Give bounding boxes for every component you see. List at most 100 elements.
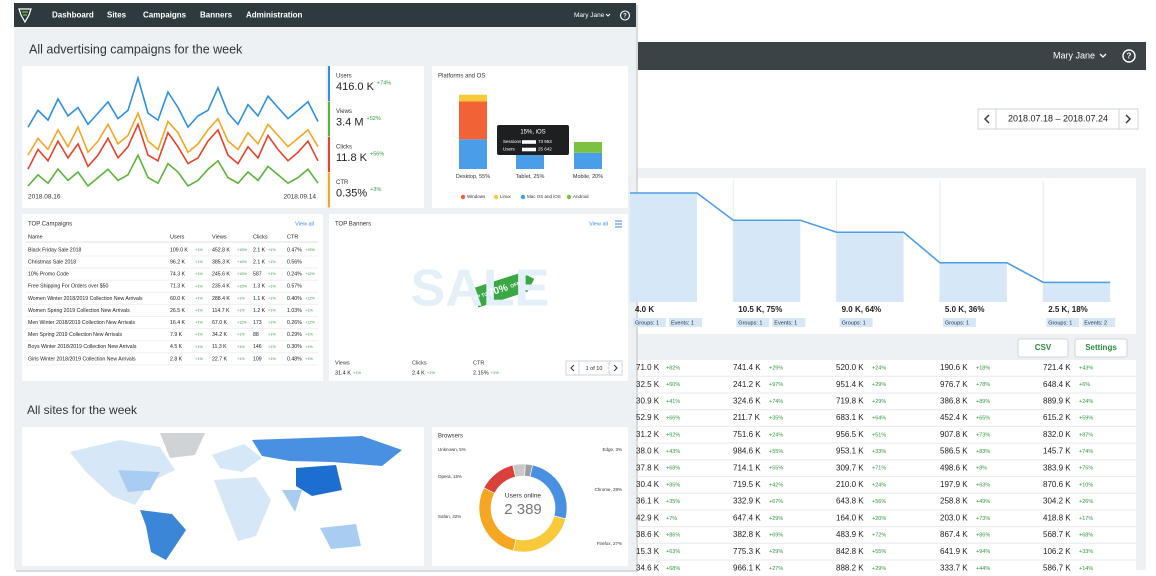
cell-change: +55% (769, 466, 783, 472)
cell-value: 418.8 K (1043, 513, 1071, 522)
donut-label: Safari, 32% (438, 514, 461, 519)
cell-change: +89% (976, 399, 990, 405)
pager[interactable] (565, 360, 623, 376)
view-all[interactable]: View all (589, 221, 608, 227)
campaign-name[interactable]: Women Winter 2018/2019 Collection New Ar… (28, 296, 143, 302)
funnel-bar (733, 220, 801, 302)
cell-change: +12% (305, 321, 315, 325)
legend-label: Android (573, 194, 589, 199)
nav-item[interactable]: Sites (107, 11, 127, 20)
csv-label[interactable]: CSV (1035, 343, 1052, 352)
user-name: Mary Jane (1053, 50, 1095, 60)
next-arrow[interactable] (1125, 114, 1131, 124)
settings-label[interactable]: Settings (1085, 343, 1117, 352)
cell-value: 245.6 K (212, 272, 230, 278)
stats-card (328, 66, 424, 208)
center-label: Users online (505, 493, 542, 500)
campaign-name[interactable]: Boys Winter 2018/2019 Collection New Arr… (28, 344, 137, 350)
series-line (27, 153, 319, 188)
cell-change: +68% (1079, 532, 1093, 538)
help-icon[interactable] (619, 10, 631, 21)
campaign-name[interactable]: Free Shipping For Orders over $50 (28, 284, 109, 290)
cell-value: 173 (253, 320, 262, 326)
cell-change: +1% (237, 357, 245, 361)
cell-change: +1% (195, 248, 203, 252)
tag-badge (736, 318, 770, 327)
cell-value: 382.8 K (733, 530, 761, 539)
campaign-name[interactable]: Women Spring 2019 Collection New Arrival… (28, 308, 130, 314)
cell-change: +67% (769, 499, 783, 505)
cell-value: 842.8 K (836, 547, 864, 556)
cell-change: +1% (268, 309, 276, 313)
settings-button[interactable] (1074, 338, 1128, 358)
cell-change: +29% (769, 516, 783, 522)
funnel-tag: Events: 1 (671, 320, 694, 326)
cell-change: +1% (268, 260, 276, 264)
campaign-name[interactable]: Men Spring 2019 Collection New Arrivals (28, 332, 122, 338)
cell-value: 385.3 K (212, 259, 230, 265)
column-header: Name (28, 234, 43, 240)
cell-value: 324.6 K (733, 397, 761, 406)
cell-value: 288.4 K (212, 296, 230, 302)
legend-label: Windows (467, 194, 486, 199)
nav-item[interactable]: Administration (246, 11, 303, 20)
cell-value: 0.57% (287, 284, 302, 290)
prev-arrow[interactable] (984, 114, 990, 124)
cell-change: +66% (666, 416, 680, 422)
region (160, 433, 205, 458)
nav-item[interactable]: Dashboard (52, 11, 94, 20)
cell-change: +49% (976, 499, 990, 505)
region (282, 490, 302, 512)
date-picker[interactable] (977, 108, 1139, 130)
front-header (14, 3, 636, 27)
table-card (632, 360, 1136, 570)
cell-value: 0.56% (287, 259, 302, 265)
cell-change: +20% (872, 516, 886, 522)
logo[interactable] (18, 8, 32, 24)
cell-value: 38.6 K (636, 530, 660, 539)
nav-item[interactable]: Banners (200, 11, 233, 20)
center-value: 2 389 (504, 501, 542, 518)
pager-prev[interactable] (570, 364, 575, 372)
cell-value: 332.9 K (733, 497, 761, 506)
funnel-bar (630, 193, 697, 302)
cell-change: +1% (305, 345, 313, 349)
campaign-name[interactable]: Christmas Sale 2018 (28, 259, 76, 265)
legend-label: Mac OS and iOS (527, 194, 561, 199)
cell-change: +29% (872, 399, 886, 405)
cell-change: +7% (666, 516, 677, 522)
nav-item[interactable]: Campaigns (143, 11, 187, 20)
x-label: 2018.09.14 (283, 194, 316, 201)
campaign-name[interactable]: Men Winter 2018/2019 Collection New Arri… (28, 320, 135, 326)
cell-value: 32.5 K (636, 380, 660, 389)
campaign-name[interactable]: Black Friday Sale 2018 (28, 247, 81, 253)
csv-button[interactable] (1017, 338, 1069, 358)
cell-value: 889.9 K (1043, 397, 1071, 406)
view-all[interactable]: View all (295, 221, 314, 227)
user-caret (605, 13, 611, 17)
funnel-bar (1043, 282, 1111, 302)
user-name[interactable]: Mary Jane (574, 12, 605, 19)
campaign-name[interactable]: Girls Winter 2018/2019 Collection New Ar… (28, 356, 136, 362)
cell-value: 1.03% (287, 308, 302, 314)
campaign-name[interactable]: 10% Promo Code (28, 272, 69, 278)
tag-label: UP TO (473, 291, 489, 301)
legend-dot (493, 194, 499, 200)
cell-value: 1.3 K (253, 284, 266, 290)
cell-value: 4.5 K (170, 344, 183, 350)
menu-icon[interactable] (615, 220, 622, 228)
cell-value: 235.4 K (212, 284, 230, 290)
stack-segment (459, 101, 487, 140)
region (252, 436, 402, 466)
help-icon[interactable] (1122, 49, 1136, 63)
cell-change: +73% (976, 432, 990, 438)
cell-value: 210.0 K (836, 480, 864, 489)
donut-label: Edge, 3% (602, 447, 622, 452)
cell-change: +43% (1079, 365, 1093, 371)
card-title: TOP Banners (335, 222, 371, 228)
stat-value: 0.35% (336, 187, 367, 199)
cell-change: +64% (872, 416, 886, 422)
pager-next[interactable] (613, 364, 618, 372)
funnel-label: 5.0 K, 36% (945, 305, 985, 314)
stack-segment (574, 142, 602, 153)
